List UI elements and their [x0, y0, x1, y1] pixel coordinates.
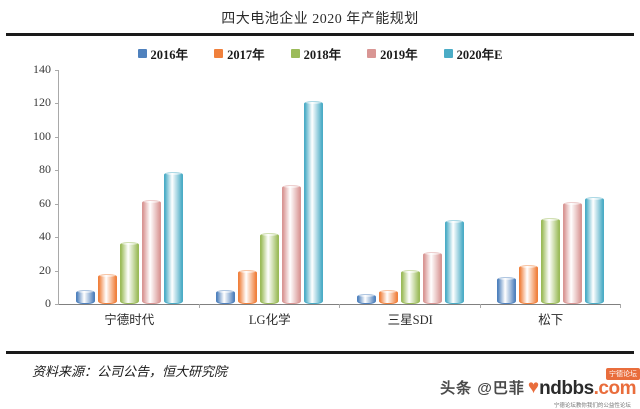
y-axis-tick-mark: [55, 70, 59, 71]
legend-swatch-icon: [290, 48, 300, 58]
legend-item-2019年[interactable]: 2019年: [367, 44, 418, 63]
y-axis-tick-mark: [55, 237, 59, 239]
bar-宁德时代-2018年[interactable]: [119, 240, 139, 304]
bar-三星SDI-2018年[interactable]: [400, 269, 420, 304]
watermark-logo: ♥ ndbbs.com 宁德论坛 宁德论坛教你我们的公益性论坛: [527, 368, 640, 409]
x-axis-category-label: 三星SDI: [387, 313, 433, 327]
footer-divider-thick: [6, 351, 634, 354]
legend-swatch-icon: [137, 48, 147, 58]
x-axis-tick-mark: [198, 304, 200, 308]
title-divider-thick: [6, 33, 634, 36]
y-axis-tick-mark: [55, 203, 59, 205]
bar-group-宁德时代: 宁德时代: [59, 70, 200, 327]
y-axis-tick-mark: [55, 304, 59, 305]
bar-松下-2019年[interactable]: [563, 200, 583, 304]
y-axis-tick-label: 120: [33, 95, 51, 110]
legend-label: 2017年: [227, 47, 265, 62]
y-axis-tick-label: 40: [39, 229, 51, 244]
watermark-tagline: 宁德论坛教你我们的公益性论坛: [553, 403, 631, 409]
bar-三星SDI-2019年[interactable]: [422, 250, 442, 304]
watermark: 头条 @巴菲 ♥ ndbbs.com 宁德论坛 宁德论坛教你我们的公益性论坛: [440, 368, 640, 409]
legend-label: 2018年: [303, 47, 342, 62]
bar-LG化学-2016年[interactable]: [216, 289, 236, 304]
source-note: 资料来源：公司公告，恒大研究院: [32, 364, 228, 379]
y-axis-tick-label: 100: [33, 128, 51, 143]
chart-title-bar: 四大电池企业 2020 年产能规划: [0, 0, 640, 33]
watermark-badge: 宁德论坛: [606, 368, 640, 380]
bar-松下-2020年E[interactable]: [585, 195, 605, 304]
page-title: 四大电池企业 2020 年产能规划: [221, 11, 419, 27]
y-axis-tick-label: 60: [39, 195, 51, 210]
bar-三星SDI-2020年E[interactable]: [444, 219, 464, 304]
y-axis-tick-label: 140: [33, 62, 51, 76]
legend-label: 2016年: [150, 47, 189, 62]
bar-group-三星SDI: 三星SDI: [340, 70, 481, 327]
plot-area-wrapper: 0 20 40 60 80 100 120 140 宁德时代 LG化学 三星SDI 松下: [0, 62, 640, 350]
y-axis-tick-label: 0: [45, 296, 51, 310]
bar-松下-2018年[interactable]: [541, 217, 561, 304]
bar-宁德时代-2019年[interactable]: [141, 199, 161, 304]
y-axis-tick-mark: [55, 270, 59, 272]
watermark-domain-name: ndbbs: [539, 378, 594, 399]
x-axis-tick-mark: [620, 304, 621, 308]
chart-legend: 2016年 2017年 2018年 2019年 2020年E: [0, 41, 640, 65]
bar-group-松下: 松下: [481, 70, 621, 327]
x-axis-tick-mark: [339, 304, 340, 308]
legend-swatch-icon: [367, 48, 377, 58]
bar-三星SDI-2016年[interactable]: [356, 292, 376, 304]
heart-icon: ♥: [527, 377, 540, 398]
legend-swatch-icon: [214, 48, 224, 58]
chart-footer: 资料来源：公司公告，恒大研究院 头条 @巴菲 ♥ ndbbs.com 宁德论坛 …: [0, 351, 640, 409]
bar-松下-2017年[interactable]: [519, 264, 539, 304]
bar-LG化学-2020年E[interactable]: [304, 100, 324, 304]
bar-宁德时代-2020年E[interactable]: [163, 170, 183, 304]
y-axis-tick-mark: [55, 170, 59, 172]
bar-group-LG化学: LG化学: [200, 70, 340, 327]
bar-松下-2016年[interactable]: [497, 275, 517, 304]
x-axis-category-label: LG化学: [248, 313, 291, 327]
legend-item-2020年E[interactable]: 2020年E: [443, 44, 503, 63]
bar-LG化学-2018年[interactable]: [260, 232, 280, 304]
legend-label: 2019年: [380, 47, 418, 62]
x-axis-category-label: 宁德时代: [104, 313, 155, 327]
legend-swatch-icon: [443, 48, 453, 58]
bar-宁德时代-2016年[interactable]: [75, 289, 95, 304]
bar-LG化学-2017年[interactable]: [238, 269, 258, 304]
y-axis-tick-label: 20: [39, 262, 51, 277]
legend-item-2017年[interactable]: 2017年: [214, 44, 265, 63]
bar-LG化学-2019年[interactable]: [282, 184, 302, 304]
x-axis-tick-mark: [479, 304, 481, 308]
watermark-toutiao-text: 头条 @巴菲: [440, 380, 525, 397]
legend-item-2018年[interactable]: 2018年: [290, 44, 342, 63]
bar-宁德时代-2017年[interactable]: [97, 272, 117, 304]
watermark-domain: ndbbs.com: [539, 378, 636, 400]
bar-groups: 宁德时代 LG化学 三星SDI 松下: [59, 70, 621, 327]
y-axis-tick-mark: [55, 136, 59, 138]
watermark-domain-tld: .com: [593, 378, 637, 399]
plot-area: 0 20 40 60 80 100 120 140 宁德时代 LG化学 三星SDI 松下: [33, 62, 621, 327]
x-axis-category-label: 松下: [538, 313, 564, 327]
legend-label: 2020年E: [456, 47, 503, 62]
y-axis-tick-mark: [55, 103, 59, 105]
y-axis-tick-label: 80: [39, 162, 51, 177]
bar-三星SDI-2017年[interactable]: [378, 289, 398, 304]
legend-item-2016年[interactable]: 2016年: [137, 44, 189, 63]
